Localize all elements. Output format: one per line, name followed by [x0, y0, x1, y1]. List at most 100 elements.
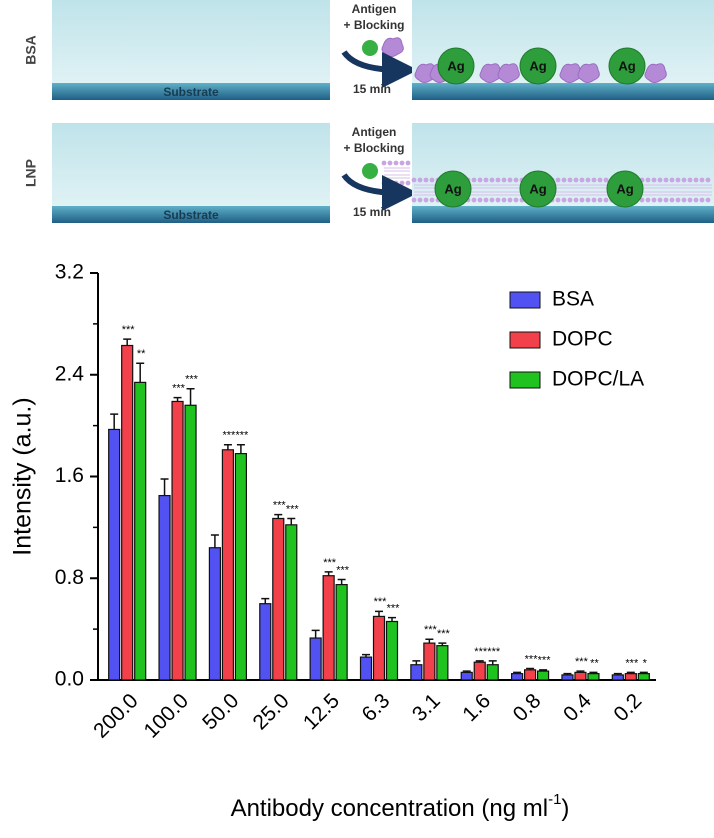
error-bar — [337, 578, 346, 585]
bar — [410, 664, 423, 681]
error-bar — [526, 667, 535, 670]
lipid-head — [675, 197, 681, 203]
significance: *** — [172, 383, 186, 395]
error-bar — [425, 638, 434, 644]
x-tick-label: 12.5 — [299, 689, 344, 734]
x-tick-label: 50.0 — [198, 689, 243, 734]
row-label: LNP — [23, 159, 39, 187]
bar — [208, 547, 222, 681]
lipid-head — [513, 197, 519, 203]
bar — [536, 670, 550, 681]
antigen-icon — [362, 163, 378, 179]
lipid-head — [669, 197, 675, 203]
x-tick-label: 3.1 — [408, 689, 445, 726]
protein — [644, 63, 667, 83]
y-tick-label: 1.6 — [55, 464, 84, 487]
error-bar — [173, 396, 182, 402]
bar — [587, 673, 600, 681]
lipid-head — [699, 197, 705, 203]
error-bar — [488, 660, 497, 665]
bar — [359, 656, 373, 681]
lipid-head — [597, 177, 603, 183]
diagram-row: Substrate BSA Antigen + Blocking 15 min Ag Ag A… — [23, 0, 714, 100]
legend-label: DOPC — [552, 328, 613, 351]
x-axis-label: Antibody concentration (ng ml-1) — [231, 791, 570, 822]
lipid-head — [417, 197, 423, 203]
bar — [523, 669, 537, 681]
row-label: BSA — [23, 35, 39, 65]
bar — [134, 381, 147, 681]
lipid-head — [483, 177, 489, 183]
bar — [322, 575, 335, 681]
lipid-head — [387, 180, 393, 186]
significance: ** — [137, 348, 146, 360]
lipid-head — [687, 177, 693, 183]
lipid-head — [555, 197, 561, 203]
lipid-head — [675, 177, 681, 183]
lipid-head — [693, 197, 699, 203]
lipid-head — [561, 197, 567, 203]
y-tick-label: 2.4 — [55, 362, 85, 385]
lipid-head — [411, 197, 417, 203]
antigen-label: Ag — [529, 181, 546, 196]
legend-label: BSA — [552, 288, 594, 311]
substrate-label: Substrate — [163, 208, 219, 222]
lipid-head — [705, 177, 711, 183]
error-bar — [589, 671, 598, 674]
antigen — [434, 170, 472, 208]
lipid-head — [567, 177, 573, 183]
lipid-head — [561, 177, 567, 183]
substrate-label: Substrate — [163, 85, 219, 99]
significance: *** — [538, 655, 552, 667]
substrate — [412, 83, 714, 100]
antigen-label: Ag — [444, 181, 461, 196]
error-bar — [261, 597, 270, 604]
lipid-head — [651, 197, 657, 203]
error-bar — [311, 629, 320, 639]
lipid-head — [399, 180, 405, 186]
lipid-head — [399, 160, 405, 166]
bar — [121, 344, 134, 681]
significance: *** — [185, 374, 199, 386]
significance: *** — [336, 564, 350, 576]
substrate — [52, 206, 330, 223]
lipid-head — [585, 177, 591, 183]
significance: *** — [474, 646, 488, 658]
bar — [436, 645, 449, 681]
error-bar — [324, 571, 333, 576]
significance: *** — [424, 624, 438, 636]
bar — [285, 524, 298, 681]
lipid-head — [477, 197, 483, 203]
antigen-label: Ag — [618, 58, 635, 73]
error-bar — [123, 338, 132, 346]
lipid-head — [651, 177, 657, 183]
bar — [259, 603, 272, 681]
protein — [577, 63, 600, 83]
error-bar — [639, 671, 648, 674]
error-bar — [475, 660, 484, 663]
bar — [460, 671, 473, 681]
significance: *** — [625, 657, 639, 669]
x-axis-label-suffix: ) — [561, 795, 569, 822]
lipid-head — [591, 177, 597, 183]
bar — [624, 673, 637, 681]
error-bar — [576, 670, 585, 673]
bar — [637, 673, 650, 681]
lipid-head — [555, 177, 561, 183]
error-bar — [160, 478, 169, 496]
lipid-head — [585, 197, 591, 203]
lipid-head — [579, 177, 585, 183]
lipid-head — [387, 160, 393, 166]
time-label: 15 min — [353, 82, 391, 96]
lipid-head — [669, 177, 675, 183]
error-bar — [438, 642, 447, 646]
lipid-head — [579, 197, 585, 203]
error-bar — [236, 443, 245, 454]
bar — [234, 453, 248, 681]
lipid-head — [495, 197, 501, 203]
antigen-label: Ag — [447, 58, 464, 73]
lipid-head — [417, 177, 423, 183]
error-bar — [563, 672, 572, 675]
lipid-head — [495, 177, 501, 183]
